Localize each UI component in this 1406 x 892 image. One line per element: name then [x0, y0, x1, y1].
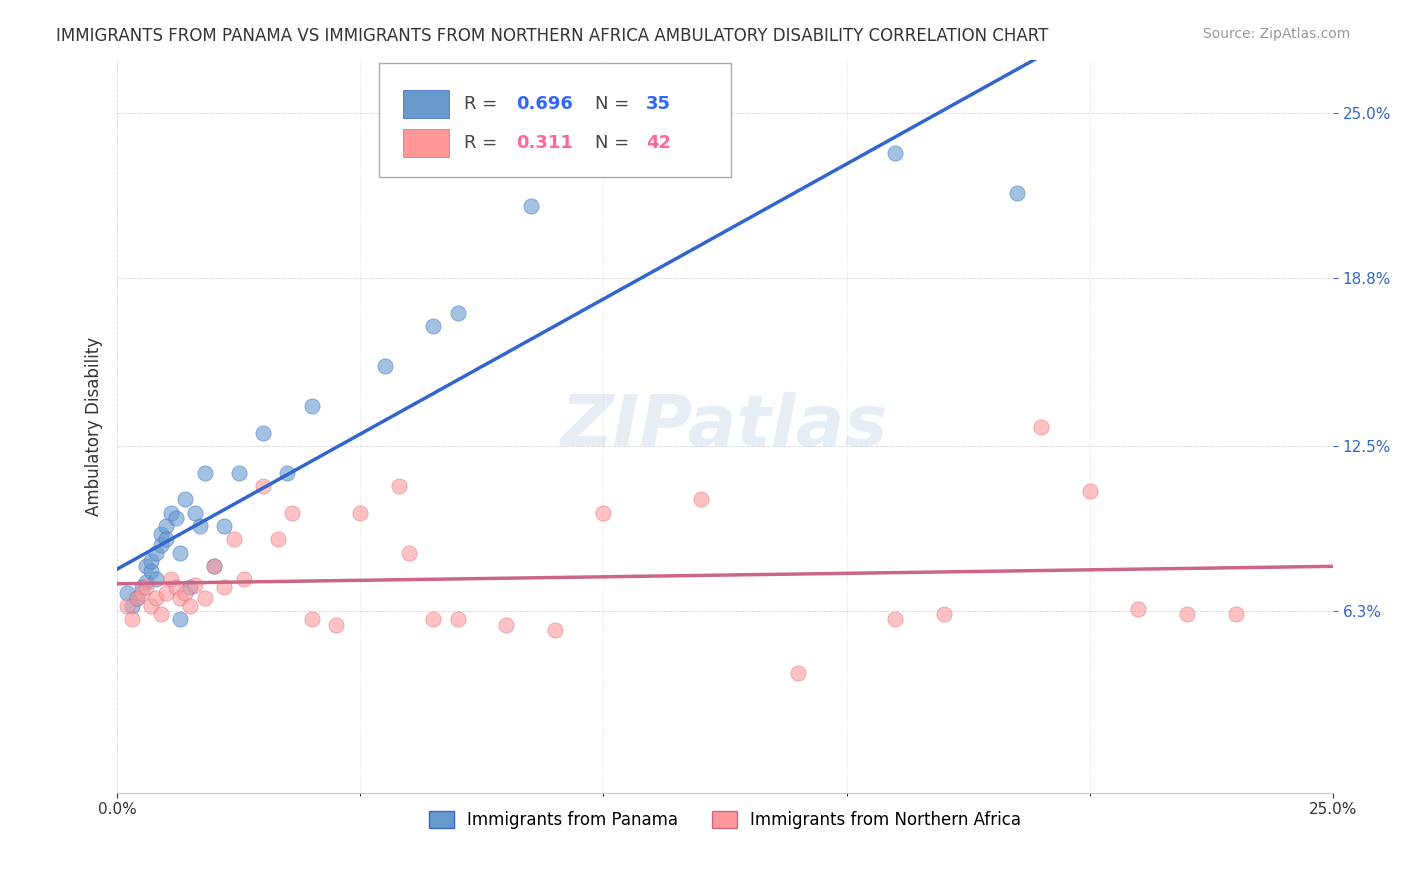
Text: N =: N = — [595, 95, 636, 113]
Point — [276, 466, 298, 480]
Text: R =: R = — [464, 134, 509, 153]
Point — [125, 591, 148, 605]
Point — [446, 612, 468, 626]
Point — [884, 145, 907, 160]
Point — [1029, 420, 1052, 434]
Point — [212, 581, 235, 595]
Y-axis label: Ambulatory Disability: Ambulatory Disability — [86, 336, 103, 516]
Text: R =: R = — [464, 95, 503, 113]
Point — [121, 599, 143, 613]
Legend: Immigrants from Panama, Immigrants from Northern Africa: Immigrants from Panama, Immigrants from … — [422, 804, 1028, 836]
Point — [184, 506, 207, 520]
Point — [174, 492, 197, 507]
Point — [165, 511, 187, 525]
Point — [388, 479, 411, 493]
Point — [422, 612, 444, 626]
Point — [135, 575, 157, 590]
Point — [149, 538, 172, 552]
Point — [212, 519, 235, 533]
Point — [141, 599, 163, 613]
Point — [301, 399, 323, 413]
Point — [592, 506, 614, 520]
Point — [884, 612, 907, 626]
Point — [155, 519, 177, 533]
Point — [495, 617, 517, 632]
Point — [281, 506, 304, 520]
Point — [204, 559, 226, 574]
Point — [544, 623, 567, 637]
Point — [159, 506, 181, 520]
Point — [169, 612, 191, 626]
Point — [131, 581, 153, 595]
FancyBboxPatch shape — [404, 129, 449, 157]
Point — [155, 585, 177, 599]
Point — [121, 612, 143, 626]
Point — [1225, 607, 1247, 621]
Point — [149, 527, 172, 541]
Point — [374, 359, 396, 373]
Point — [165, 581, 187, 595]
Point — [169, 591, 191, 605]
Point — [135, 559, 157, 574]
Point — [169, 546, 191, 560]
Point — [115, 585, 138, 599]
Point — [159, 573, 181, 587]
Point — [179, 581, 201, 595]
FancyBboxPatch shape — [378, 63, 731, 177]
Point — [1005, 186, 1028, 200]
Text: 0.696: 0.696 — [516, 95, 572, 113]
Point — [689, 492, 711, 507]
Point — [266, 533, 288, 547]
Point — [145, 546, 167, 560]
Point — [204, 559, 226, 574]
Text: N =: N = — [595, 134, 636, 153]
Point — [145, 591, 167, 605]
Point — [349, 506, 371, 520]
Point — [519, 199, 541, 213]
FancyBboxPatch shape — [404, 90, 449, 119]
Point — [179, 599, 201, 613]
Point — [141, 565, 163, 579]
Point — [188, 519, 211, 533]
Point — [301, 612, 323, 626]
Point — [141, 554, 163, 568]
Text: Source: ZipAtlas.com: Source: ZipAtlas.com — [1202, 27, 1350, 41]
Point — [325, 617, 347, 632]
Point — [194, 591, 217, 605]
Text: IMMIGRANTS FROM PANAMA VS IMMIGRANTS FROM NORTHERN AFRICA AMBULATORY DISABILITY : IMMIGRANTS FROM PANAMA VS IMMIGRANTS FRO… — [56, 27, 1049, 45]
Point — [228, 466, 250, 480]
Point — [174, 585, 197, 599]
Point — [145, 573, 167, 587]
Point — [252, 479, 274, 493]
Text: 35: 35 — [645, 95, 671, 113]
Point — [787, 665, 810, 680]
Point — [1128, 601, 1150, 615]
Point — [422, 319, 444, 334]
Point — [1175, 607, 1198, 621]
Point — [135, 581, 157, 595]
Point — [222, 533, 245, 547]
Point — [1078, 484, 1101, 499]
Point — [446, 306, 468, 320]
Point — [149, 607, 172, 621]
Point — [115, 599, 138, 613]
Point — [398, 546, 420, 560]
Text: ZIPatlas: ZIPatlas — [561, 392, 889, 460]
Text: 0.311: 0.311 — [516, 134, 572, 153]
Point — [932, 607, 955, 621]
Point — [194, 466, 217, 480]
Point — [125, 591, 148, 605]
Point — [155, 533, 177, 547]
Point — [131, 585, 153, 599]
Point — [184, 578, 207, 592]
Text: 42: 42 — [645, 134, 671, 153]
Point — [232, 573, 254, 587]
Point — [252, 425, 274, 440]
